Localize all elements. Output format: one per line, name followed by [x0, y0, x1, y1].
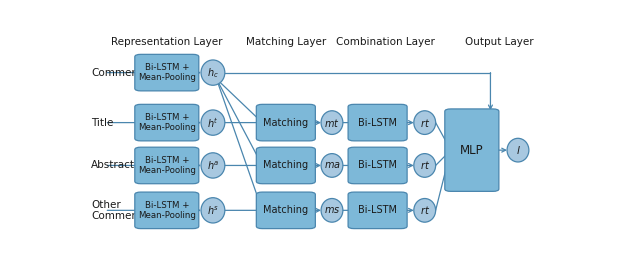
FancyBboxPatch shape [348, 192, 407, 229]
Text: $rt$: $rt$ [420, 160, 430, 171]
Text: $rt$: $rt$ [420, 117, 430, 129]
Text: Other
Comments: Other Comments [91, 200, 148, 221]
Text: Output Layer: Output Layer [465, 37, 533, 47]
Text: Matching: Matching [263, 160, 308, 170]
Text: $l$: $l$ [516, 144, 520, 156]
Text: $h^t$: $h^t$ [207, 116, 219, 130]
Text: Representation Layer: Representation Layer [111, 37, 223, 47]
Text: MLP: MLP [460, 144, 484, 157]
Text: Bi-LSTM +
Mean-Pooling: Bi-LSTM + Mean-Pooling [138, 201, 196, 220]
Text: Matching: Matching [263, 118, 308, 128]
Ellipse shape [414, 198, 436, 222]
Text: $h^s$: $h^s$ [207, 204, 219, 217]
Text: $h_c$: $h_c$ [207, 66, 219, 80]
Ellipse shape [201, 153, 225, 178]
Text: $ms$: $ms$ [324, 205, 340, 215]
Text: $mt$: $mt$ [324, 117, 340, 129]
FancyBboxPatch shape [445, 109, 499, 191]
Ellipse shape [201, 198, 225, 223]
FancyBboxPatch shape [135, 192, 199, 229]
Ellipse shape [321, 154, 343, 177]
Text: Bi-LSTM +
Mean-Pooling: Bi-LSTM + Mean-Pooling [138, 156, 196, 175]
Ellipse shape [201, 60, 225, 85]
Text: Bi-LSTM: Bi-LSTM [358, 118, 397, 128]
FancyBboxPatch shape [135, 104, 199, 141]
FancyBboxPatch shape [348, 104, 407, 141]
FancyBboxPatch shape [135, 147, 199, 184]
Ellipse shape [507, 138, 529, 162]
Ellipse shape [321, 198, 343, 222]
Text: Comment: Comment [91, 68, 142, 78]
Text: Matching: Matching [263, 205, 308, 215]
FancyBboxPatch shape [257, 147, 316, 184]
Text: Bi-LSTM +
Mean-Pooling: Bi-LSTM + Mean-Pooling [138, 63, 196, 82]
Ellipse shape [414, 111, 436, 134]
FancyBboxPatch shape [348, 147, 407, 184]
FancyBboxPatch shape [135, 54, 199, 91]
Ellipse shape [321, 111, 343, 134]
FancyBboxPatch shape [257, 192, 316, 229]
Ellipse shape [414, 154, 436, 177]
Text: Matching Layer: Matching Layer [246, 37, 326, 47]
Text: Bi-LSTM +
Mean-Pooling: Bi-LSTM + Mean-Pooling [138, 113, 196, 132]
Text: $rt$: $rt$ [420, 204, 430, 216]
FancyBboxPatch shape [257, 104, 316, 141]
Text: Bi-LSTM: Bi-LSTM [358, 160, 397, 170]
Text: Abstract: Abstract [91, 160, 135, 170]
Text: $ma$: $ma$ [324, 160, 340, 170]
Text: $h^a$: $h^a$ [207, 159, 220, 172]
Text: Title: Title [91, 118, 113, 128]
Text: Combination Layer: Combination Layer [335, 37, 435, 47]
Ellipse shape [201, 110, 225, 135]
Text: Bi-LSTM: Bi-LSTM [358, 205, 397, 215]
